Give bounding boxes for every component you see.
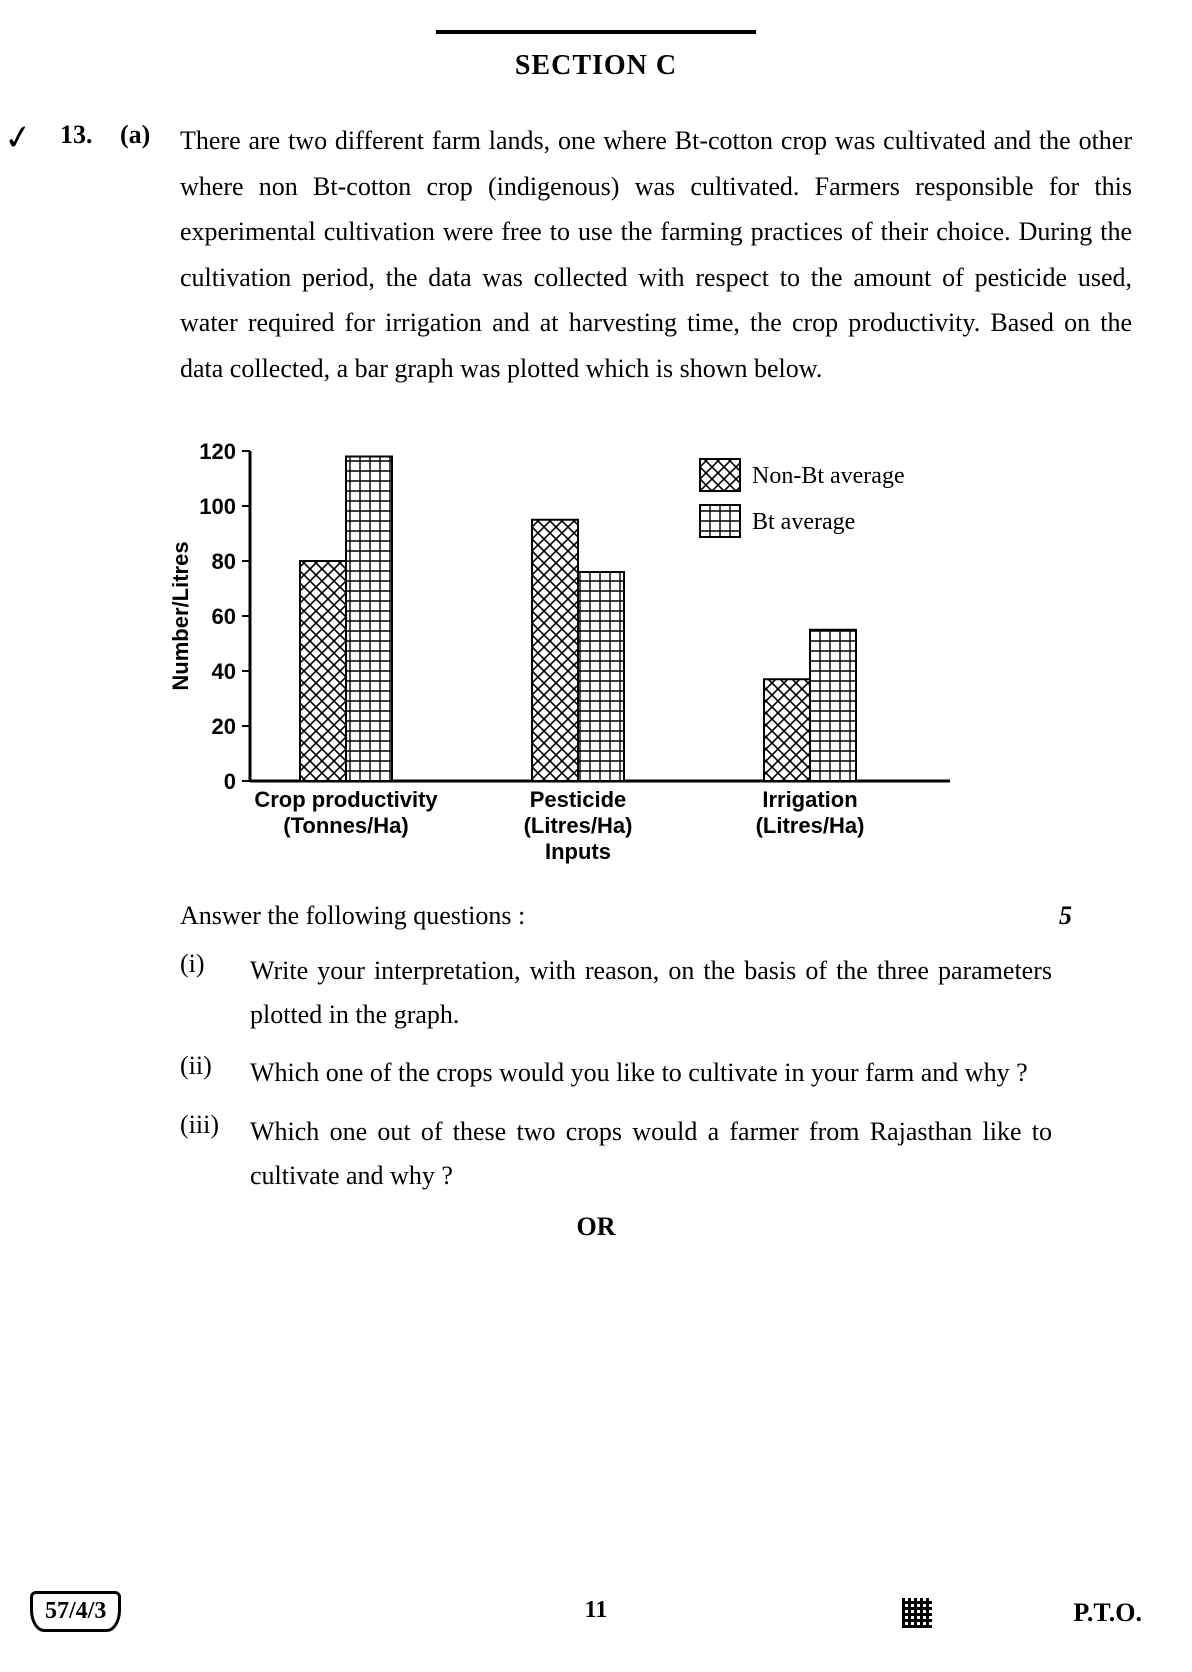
- or-label: OR: [60, 1212, 1132, 1242]
- sub-question-text: Which one of the crops would you like to…: [250, 1051, 1052, 1095]
- pto-label: P.T.O.: [1073, 1598, 1142, 1628]
- svg-text:Pesticide: Pesticide: [530, 787, 627, 812]
- svg-text:20: 20: [212, 714, 236, 739]
- svg-text:Irrigation: Irrigation: [762, 787, 857, 812]
- sub-question-text: Write your interpretation, with reason, …: [250, 949, 1052, 1037]
- question-part-label: (a): [120, 118, 180, 150]
- page-footer: 57/4/3 11 P.T.O.: [0, 1572, 1192, 1632]
- paper-code: 57/4/3: [30, 1591, 121, 1632]
- qr-icon: [902, 1598, 932, 1628]
- question-number: 13.: [60, 118, 120, 150]
- svg-text:60: 60: [212, 604, 236, 629]
- question-row: 13. (a) There are two different farm lan…: [60, 118, 1132, 391]
- sub-question-label: (i): [180, 949, 250, 1037]
- svg-text:80: 80: [212, 549, 236, 574]
- chart-container: 0 20 40 60 80 100 120 Number/Litres Crop product…: [160, 431, 1132, 871]
- svg-text:(Tonnes/Ha): (Tonnes/Ha): [283, 813, 408, 838]
- sub-question-label: (ii): [180, 1051, 250, 1095]
- svg-text:Number/Litres: Number/Litres: [168, 541, 193, 690]
- svg-text:40: 40: [212, 659, 236, 684]
- sub-question-intro: Answer the following questions :: [180, 901, 1132, 931]
- sub-question-label: (iii): [180, 1110, 250, 1198]
- svg-text:100: 100: [199, 494, 236, 519]
- marks-label: 5: [1059, 901, 1072, 931]
- question-paragraph: There are two different farm lands, one …: [180, 118, 1132, 391]
- sub-question-text: Which one out of these two crops would a…: [250, 1110, 1052, 1198]
- top-rule: [436, 30, 756, 34]
- svg-text:Inputs: Inputs: [545, 839, 611, 864]
- svg-text:Non-Bt average: Non-Bt average: [752, 463, 905, 489]
- sub-question-item: (iii)Which one out of these two crops wo…: [180, 1110, 1052, 1198]
- svg-text:Crop productivity: Crop productivity: [254, 787, 438, 812]
- svg-text:120: 120: [199, 439, 236, 464]
- svg-text:(Litres/Ha): (Litres/Ha): [756, 813, 865, 838]
- page-number: 11: [585, 1597, 608, 1624]
- sub-question-list: (i)Write your interpretation, with reaso…: [180, 949, 1132, 1198]
- svg-text:0: 0: [224, 769, 236, 794]
- handwritten-tick: ✓: [1, 116, 35, 160]
- sub-question-item: (i)Write your interpretation, with reaso…: [180, 949, 1052, 1037]
- svg-text:(Litres/Ha): (Litres/Ha): [524, 813, 633, 838]
- sub-question-item: (ii)Which one of the crops would you lik…: [180, 1051, 1052, 1095]
- svg-text:Bt average: Bt average: [752, 509, 855, 535]
- bar-chart: 0 20 40 60 80 100 120 Number/Litres Crop product…: [160, 431, 980, 871]
- section-title: SECTION C: [60, 50, 1132, 82]
